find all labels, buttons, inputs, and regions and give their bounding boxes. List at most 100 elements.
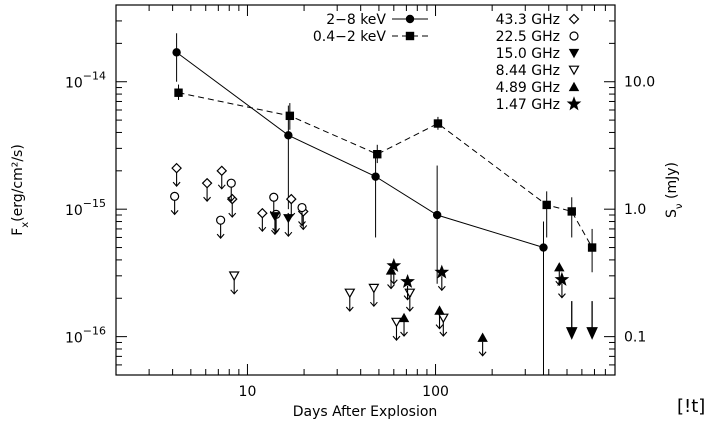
upper-limit-arrowhead	[172, 181, 181, 187]
data-point	[170, 191, 180, 201]
data-point	[566, 96, 582, 111]
upper-limit-arrowhead	[203, 196, 211, 203]
data-point	[568, 81, 580, 92]
x-tick-label: 100	[422, 384, 449, 400]
upper-limit-arrowhead	[230, 289, 239, 295]
data-point	[216, 215, 226, 225]
legend-label: 4.89 GHz	[496, 80, 560, 96]
y-tick-label-base: 10	[65, 203, 83, 219]
y-tick-label: 10−14	[65, 70, 106, 92]
data-point	[216, 165, 228, 177]
y2-axis-label-sub: ν	[674, 203, 685, 209]
data-point	[269, 212, 281, 222]
upper-limit-arrowhead	[389, 279, 398, 285]
y2-tick-label: 10.0	[624, 75, 655, 91]
x-tick-label: 10	[239, 384, 257, 400]
data-point	[437, 313, 449, 324]
data-point	[285, 193, 297, 205]
data-point	[171, 162, 182, 174]
series-line	[178, 92, 593, 248]
y-tick-label: 10−15	[65, 197, 106, 219]
data-point	[386, 257, 402, 273]
upper-limit-arrowhead	[558, 293, 566, 299]
y-tick-label-exponent: −15	[83, 197, 106, 210]
y-tick-label-base: 10	[65, 76, 83, 92]
legend-label: 2−8 keV	[326, 12, 386, 28]
y-axis-label-units: (erg/cm²/s)	[10, 144, 26, 222]
upper-limit-arrowhead	[216, 233, 225, 240]
data-point	[568, 65, 580, 76]
data-point	[554, 271, 570, 286]
xray-upper-limit-arrowhead	[586, 327, 598, 340]
data-point	[368, 283, 380, 294]
data-point	[542, 200, 551, 210]
data-point	[568, 48, 580, 59]
upper-limit-arrowhead	[369, 301, 378, 308]
upper-limit-arrowhead	[439, 331, 448, 337]
svg-text:Sν (mJy): Sν (mJy)	[664, 162, 685, 218]
y-axis-label-sub: x	[20, 222, 31, 228]
legend-label: 0.4−2 keV	[313, 29, 387, 45]
y2-axis-label-units: (mJy)	[664, 162, 680, 203]
upper-limit-arrowhead	[271, 229, 279, 236]
upper-limit-arrowhead	[299, 225, 308, 231]
upper-limit-arrowhead	[437, 285, 446, 292]
data-point	[228, 271, 240, 282]
data-point	[434, 264, 450, 279]
upper-limit-arrowhead	[435, 324, 444, 330]
upper-limit-arrowhead	[217, 184, 226, 190]
upper-limit-arrowhead	[284, 231, 293, 238]
legend-label: 8.44 GHz	[496, 63, 560, 79]
data-point	[432, 210, 442, 220]
data-point	[283, 214, 294, 224]
data-point	[433, 119, 443, 128]
data-point	[539, 243, 548, 252]
data-point	[269, 192, 279, 202]
legend-label: 15.0 GHz	[496, 46, 560, 62]
upper-limit-arrowhead	[387, 284, 395, 290]
data-point	[587, 243, 597, 252]
upper-limit-arrowhead	[400, 331, 408, 337]
data-point	[569, 31, 579, 41]
data-point	[172, 48, 181, 57]
y-tick-label-exponent: −14	[83, 70, 106, 83]
data-marks	[170, 33, 598, 375]
y-tick-label-base: 10	[65, 331, 83, 347]
data-point	[226, 193, 238, 205]
upper-limit-arrowhead	[227, 196, 236, 203]
x-axis-label: Days After Explosion	[293, 404, 438, 420]
plot-frame	[115, 4, 616, 376]
legend-label: 43.3 GHz	[496, 12, 560, 28]
data-point	[297, 202, 307, 213]
y-axis-label: Fx(erg/cm²/s)	[10, 144, 31, 236]
upper-limit-arrowhead	[405, 306, 414, 312]
data-point	[568, 13, 580, 25]
y2-axis-label: Sν (mJy)	[664, 162, 685, 218]
upper-limit-arrowhead	[345, 306, 354, 312]
upper-limit-arrowhead	[478, 351, 487, 357]
data-point	[400, 273, 415, 288]
data-point	[284, 131, 293, 140]
data-point	[373, 150, 382, 159]
y-tick-label: 10−16	[65, 325, 106, 347]
upper-limit-arrowhead	[170, 210, 179, 216]
data-point	[226, 178, 236, 188]
xray-upper-limit-arrowhead	[565, 327, 578, 340]
data-point	[174, 88, 183, 97]
svg-text:Fx(erg/cm²/s): Fx(erg/cm²/s)	[10, 144, 31, 236]
data-point	[371, 172, 380, 181]
y-tick-label-exponent: −16	[83, 325, 106, 338]
data-point	[344, 288, 356, 299]
upper-limit-arrowhead	[298, 221, 306, 227]
legend-label: 22.5 GHz	[496, 29, 560, 45]
axis-ticks	[115, 4, 616, 376]
legend-label: 1.47 GHz	[496, 97, 560, 113]
corner-note: [!t]	[677, 396, 706, 417]
data-point	[434, 305, 445, 315]
y-axis-label-main: F	[10, 228, 26, 236]
data-point	[405, 31, 415, 41]
y2-tick-label: 0.1	[624, 330, 646, 346]
